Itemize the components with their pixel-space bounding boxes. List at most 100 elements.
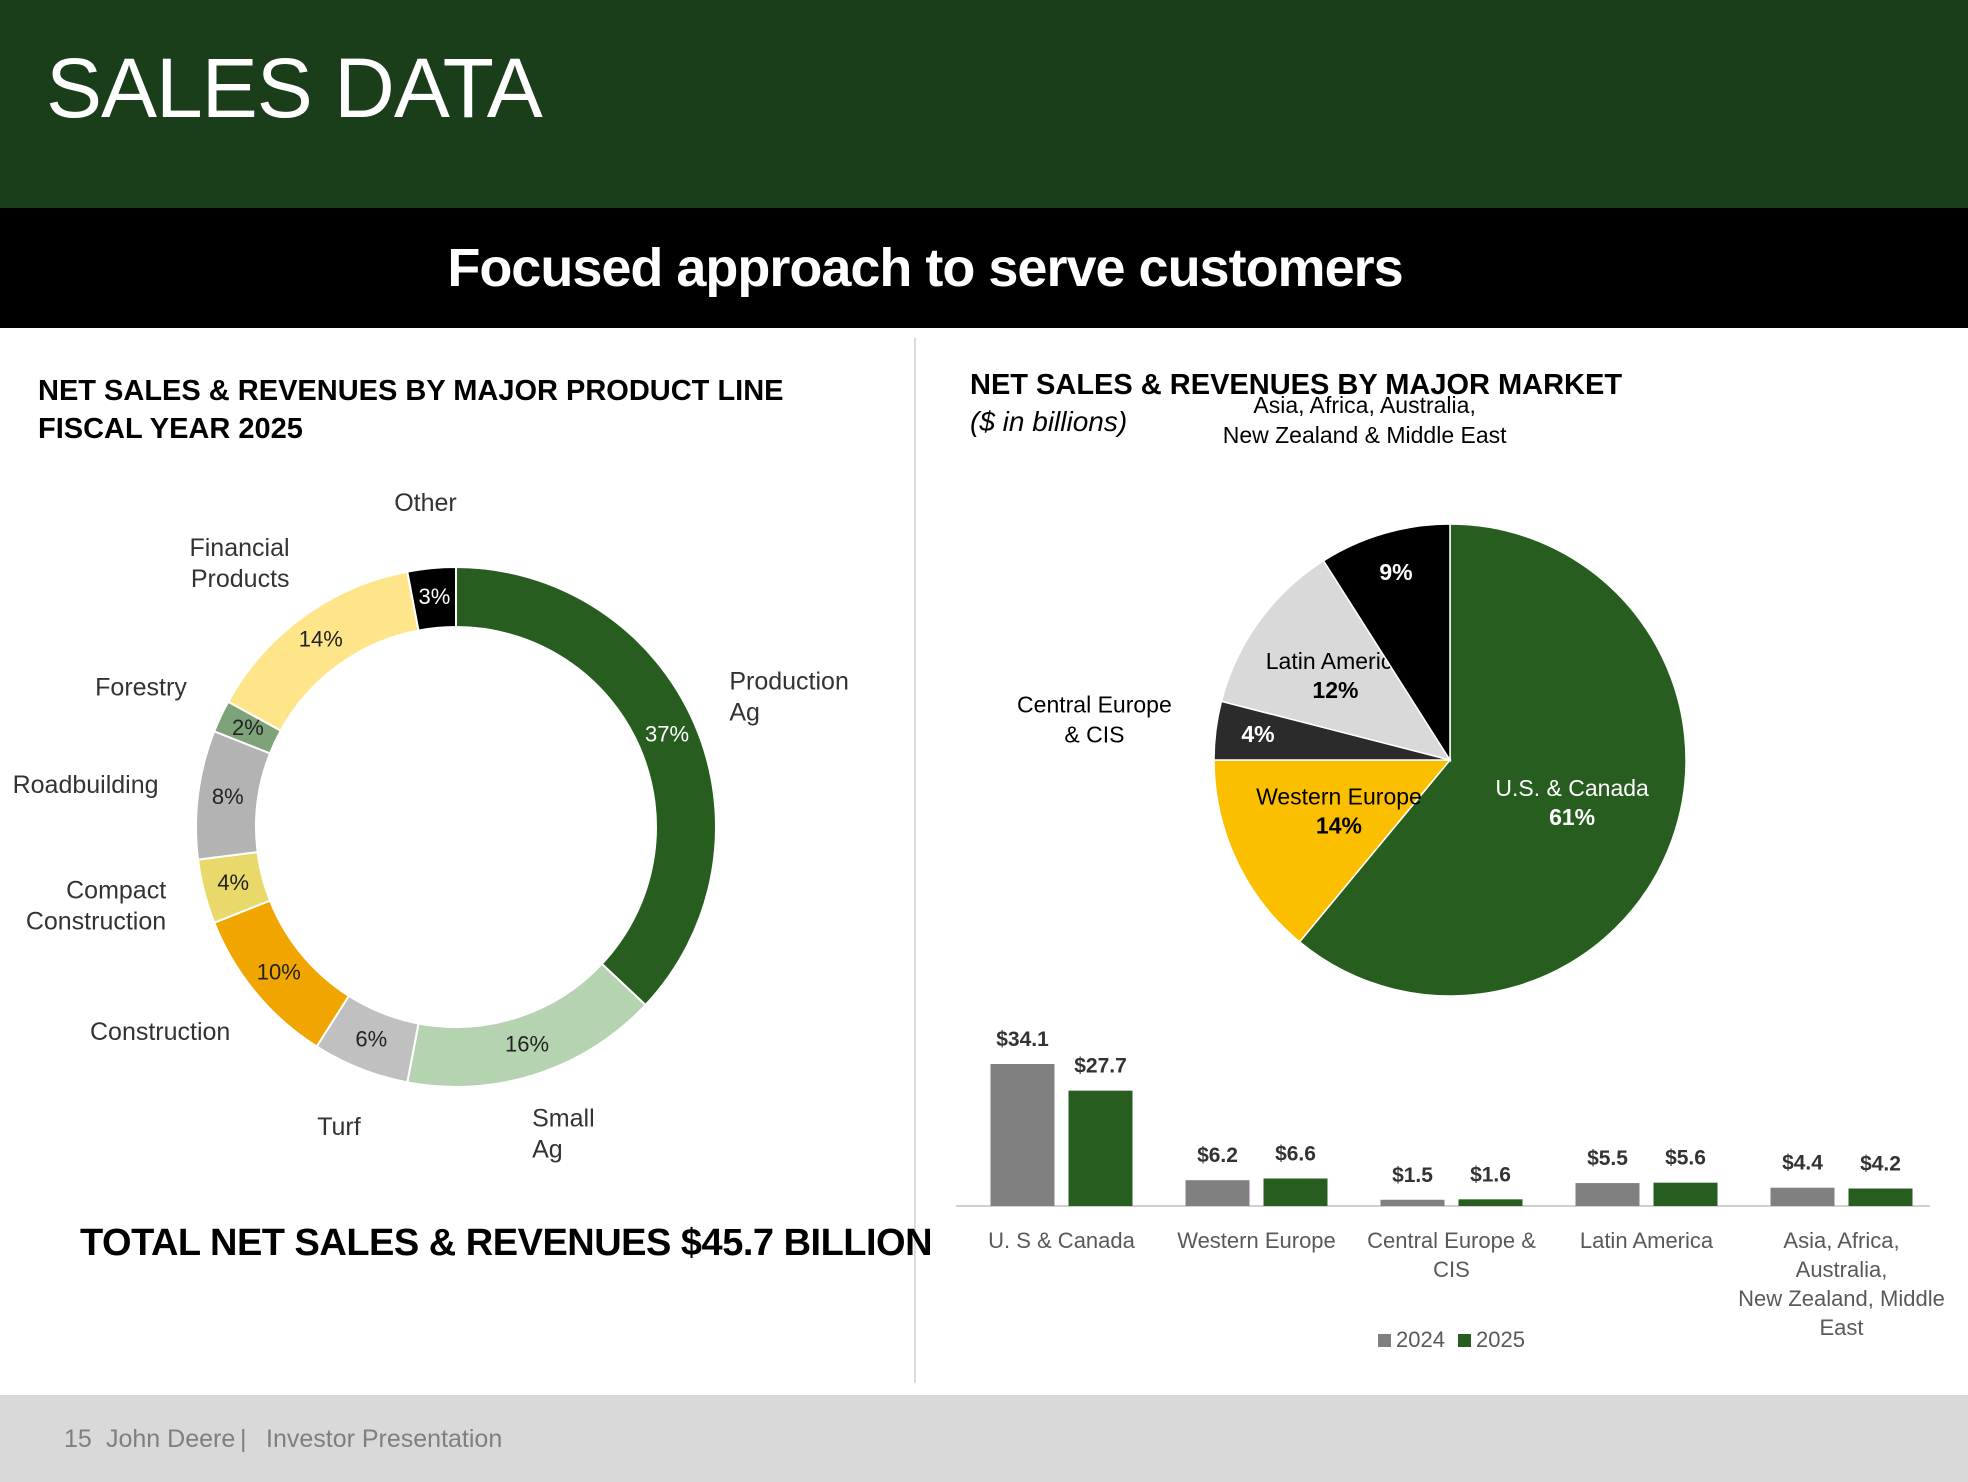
bar [1458, 1199, 1523, 1206]
legend-label: 2024 [1396, 1327, 1445, 1352]
donut-slice [406, 962, 647, 1088]
donut-category-label-line: Ag [729, 698, 760, 726]
pie-category-label: Asia, Africa, Australia, New Zealand & Mi… [1223, 392, 1507, 448]
donut-category-label-line: Forestry [95, 674, 187, 702]
page-title: SALES DATA [46, 41, 543, 135]
page-subtitle: Focused approach to serve customers [447, 238, 1403, 298]
donut-category-label-line: Financial [189, 534, 289, 562]
donut-value-label: 6% [355, 1027, 387, 1052]
market-pie-chart: U.S. & Canada 61% Western Europe 14% 4% Centr… [1017, 392, 1687, 997]
bar-category-label: Latin America [1580, 1228, 1714, 1253]
donut-value-label: 10% [257, 959, 301, 984]
product-line-year: FISCAL YEAR 2025 [38, 413, 303, 445]
legend-label: 2025 [1476, 1327, 1525, 1352]
bar-category-label-line: New Zealand, Middle [1738, 1286, 1945, 1311]
pie-slice [1322, 523, 1451, 763]
bar [1575, 1183, 1640, 1206]
total-net-sales: TOTAL NET SALES & REVENUES $45.7 BILLION [80, 1222, 933, 1264]
footer-company: John Deere [106, 1425, 236, 1453]
donut-value-label: 4% [217, 870, 249, 895]
subtitle-bar: Focused approach to serve customers [0, 208, 1968, 328]
donut-category-label: Financial Products [189, 534, 289, 593]
page-number: 15 [64, 1425, 92, 1453]
donut-category-label-line: Compact [66, 877, 166, 905]
bar-category-label-line: Latin America [1580, 1228, 1714, 1253]
pie-value-label: 4% [1241, 721, 1274, 747]
pie-category-label-line: & CIS [1064, 722, 1124, 748]
donut-category-label: Small Ag [532, 1104, 595, 1163]
pie-slice [1213, 759, 1452, 943]
donut-category-label-line: Ag [532, 1135, 563, 1163]
donut-category-label-line: Products [191, 565, 290, 593]
donut-value-label: 16% [505, 1032, 549, 1057]
bar [1263, 1178, 1328, 1206]
footer-bar: 15 John Deere | Investor Presentation [0, 1395, 1968, 1482]
bar [1380, 1199, 1445, 1206]
donut-category-label-line: Production [729, 667, 849, 695]
pie-category-label-line: New Zealand & Middle East [1223, 422, 1507, 448]
pie-category-label-line: Central Europe [1017, 692, 1172, 718]
bar-category-label-line: Australia, [1796, 1257, 1888, 1282]
footer-separator: | [240, 1425, 247, 1453]
donut-slice [406, 565, 457, 632]
pie-value-label: 61% [1549, 804, 1595, 830]
donut-category-label-line: Other [394, 489, 457, 517]
bar-value-label: $5.6 [1665, 1147, 1706, 1170]
bar-category-label: U. S & Canada [988, 1228, 1136, 1253]
bar-category-label-line: Asia, Africa, [1783, 1228, 1899, 1253]
donut-category-label: Other [394, 489, 457, 517]
bar [1653, 1182, 1718, 1206]
donut-category-label-line: Turf [317, 1113, 361, 1141]
donut-category-label: Forestry [95, 674, 187, 702]
donut-category-label: Construction [90, 1018, 230, 1046]
pie-slice [1298, 523, 1687, 997]
bar-value-label: $4.4 [1782, 1152, 1823, 1175]
market-bar-chart: $34.1 $27.7 U. S & Canada $6.2 $6.6 Western E… [956, 1028, 1945, 1352]
column-divider [914, 338, 916, 1383]
bar-value-label: $5.5 [1587, 1147, 1628, 1170]
bar-category-label: Central Europe & CIS [1367, 1228, 1536, 1282]
bar [1770, 1187, 1835, 1206]
bar-value-label: $6.6 [1275, 1143, 1316, 1166]
donut-slice [455, 565, 717, 1007]
bar [1068, 1090, 1133, 1206]
pie-category-label-line: Western Europe [1256, 783, 1422, 809]
donut-value-label: 8% [212, 784, 244, 809]
pie-category-label: U.S. & Canada [1495, 775, 1649, 801]
legend-swatch [1458, 1334, 1471, 1347]
bar-category-label: Asia, Africa, Australia, New Zealand, Midd… [1738, 1228, 1945, 1340]
bar [1185, 1180, 1250, 1206]
product-line-donut-chart: 37% Production Ag 16% Small Ag 6% Turf 10% Constr… [13, 489, 849, 1163]
pie-category-label-line: Asia, Africa, Australia, [1253, 392, 1475, 418]
pie-value-label: 12% [1312, 677, 1358, 703]
pie-category-label-line: U.S. & Canada [1495, 775, 1649, 801]
bar-value-label: $34.1 [996, 1028, 1049, 1051]
market-units: ($ in billions) [970, 406, 1128, 437]
bar-category-label: Western Europe [1177, 1228, 1336, 1253]
donut-category-label: Compact Construction [26, 877, 166, 936]
bar-category-label-line: U. S & Canada [988, 1228, 1136, 1253]
donut-category-label: Roadbuilding [13, 771, 159, 799]
bar [990, 1064, 1055, 1206]
bar [1848, 1188, 1913, 1206]
donut-value-label: 3% [418, 584, 450, 609]
donut-category-label-line: Construction [26, 908, 166, 936]
donut-value-label: 14% [299, 627, 343, 652]
bar-value-label: $1.5 [1392, 1164, 1433, 1187]
donut-category-label-line: Construction [90, 1018, 230, 1046]
donut-category-label-line: Roadbuilding [13, 771, 159, 799]
bar-value-label: $6.2 [1197, 1144, 1238, 1167]
donut-category-label: Turf [317, 1113, 361, 1141]
bar-value-label: $27.7 [1074, 1055, 1127, 1078]
pie-category-label: Central Europe & CIS [1017, 692, 1172, 748]
bar-value-label: $1.6 [1470, 1163, 1511, 1186]
header-bar: SALES DATA [0, 0, 1968, 208]
market-title: NET SALES & REVENUES BY MAJOR MARKET [970, 369, 1623, 401]
bar-category-label-line: East [1819, 1315, 1863, 1340]
product-line-title: NET SALES & REVENUES BY MAJOR PRODUCT LI… [38, 375, 784, 407]
pie-slice [1220, 559, 1452, 762]
bar-category-label-line: Western Europe [1177, 1228, 1336, 1253]
donut-category-label: Production Ag [729, 667, 849, 726]
pie-value-label: 14% [1316, 812, 1362, 838]
bar-category-label-line: CIS [1433, 1257, 1470, 1282]
